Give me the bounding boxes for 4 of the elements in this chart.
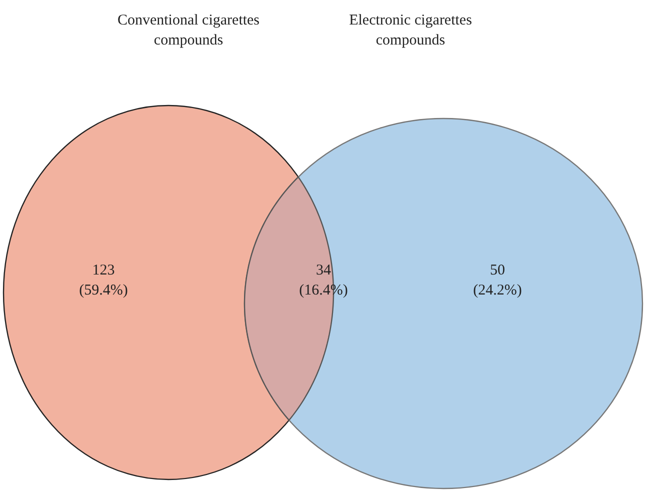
data-label: 123 (59.4%) [79,262,128,298]
text: Conventional cigarettes compounds [117,12,260,48]
text: Electronic cigarettes compounds [349,12,472,48]
data-label: 50 (24.2%) [473,262,522,298]
